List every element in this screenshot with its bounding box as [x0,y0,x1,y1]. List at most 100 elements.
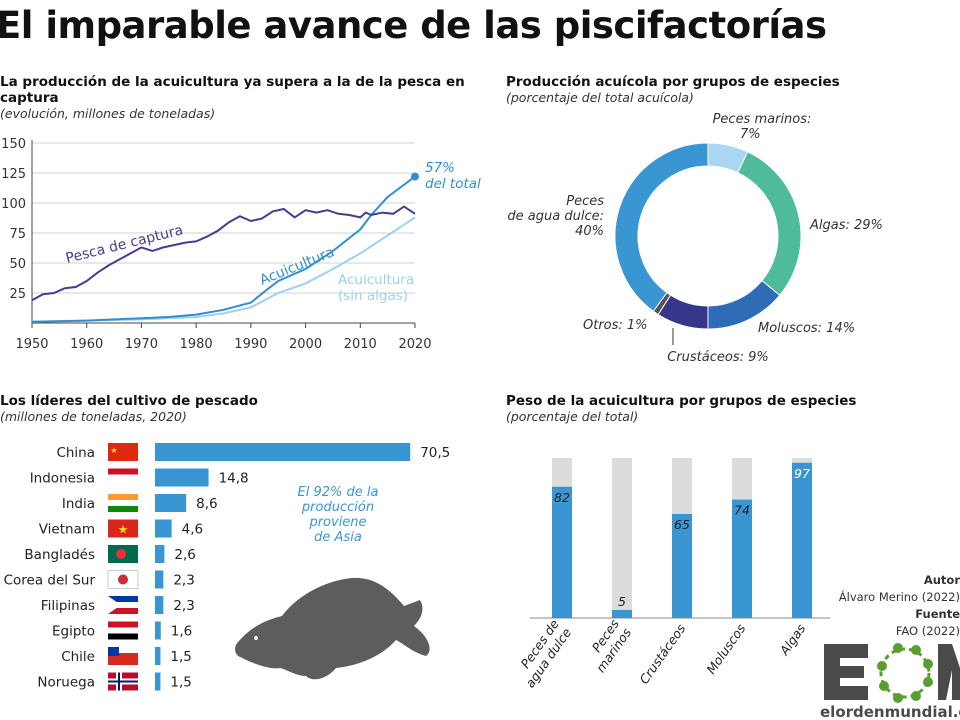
column-chart-title: Peso de la acuicultura por grupos de esp… [506,393,857,409]
bar-value-label: 1,5 [170,675,191,691]
column-background [612,458,632,618]
y-tick-label: 125 [1,167,26,182]
slice-label: de agua dulce: [507,209,604,224]
author-label: Autor [923,573,960,587]
column-category-label: Algas [776,621,809,659]
column-category-label-group: Moluscos [703,621,748,677]
flag-stripe [108,602,138,608]
column-category-label-group: Algas [776,621,809,659]
flag-stripe [108,647,138,653]
flag-stripe [108,519,138,526]
line-chart-subtitle: (evolución, millones de toneladas) [0,106,216,121]
flag-stripe [108,627,138,634]
column-category-label: Moluscos [703,621,748,677]
column-category-label: Crustáceos [636,621,688,687]
line-chart-header: La producción de la acuicultura ya super… [0,74,480,121]
y-tick-label: 50 [9,257,26,272]
series-line-2 [31,216,416,323]
flag-icon [108,621,138,640]
annotation: de Asia [314,530,362,545]
slice-label: Crustáceos: 9% [667,350,769,365]
country-label: Vietnam [39,522,95,538]
bar [155,621,161,640]
flag-stripe [108,474,138,481]
x-tick-label: 1970 [125,337,158,352]
flag-icon [108,596,138,614]
column-category-label-group: Crustáceos [636,621,688,687]
flag-stripe [108,545,138,551]
annotation: del total [425,176,481,192]
column-chart-subtitle: (porcentaje del total) [506,409,639,424]
column-value-label: 65 [674,517,690,532]
column-bar [612,610,632,618]
bar [155,672,161,691]
y-tick-label: 75 [9,227,26,242]
series-label: Acuicultura [258,244,337,288]
bar [155,596,164,614]
bar [155,545,165,563]
flag-icon: ★ [108,443,138,461]
annotation: El 92% de la [298,485,379,500]
column-bar [732,499,752,618]
x-tick-label: 2020 [398,337,431,352]
flag-icon [108,468,138,487]
country-label: India [62,496,95,512]
flag-stripe [108,672,138,679]
donut-chart-subtitle: (porcentaje del total acuícola) [506,90,694,105]
flag-icon [108,545,138,563]
donut-slice [737,151,802,296]
column-chart-header: Peso de la acuicultura por grupos de esp… [506,393,956,424]
fish-eye [254,636,258,640]
country-label: Egipto [52,624,95,640]
annotation: 57% [425,160,455,176]
flag-star: ★ [110,446,117,455]
column-value-label: 97 [794,466,810,481]
bar-value-label: 2,6 [174,547,195,563]
donut-chart-header: Producción acuícola por grupos de especi… [506,74,956,105]
bar [155,570,164,589]
annotation: proviene [308,515,366,530]
flag-icon [108,647,138,665]
country-chart-title: Los líderes del cultivo de pescado [0,393,258,409]
flag-stripe [108,684,138,691]
flag-cross [108,680,138,683]
country-label: Bangladés [24,547,95,563]
credits: Autor Álvaro Merino (2022) Fuente FAO (2… [839,572,960,640]
slice-label: Peces marinos: [713,112,812,127]
source-label: Fuente [915,607,960,621]
x-tick-label: 2010 [344,337,377,352]
series-label: Pesca de captura [64,222,185,267]
bar-value-label: 70,5 [420,445,450,461]
endpoint-marker [411,172,419,181]
bar [155,468,209,487]
flag-emblem [108,647,119,656]
fish-icon [235,577,430,680]
x-tick-label: 1980 [180,337,213,352]
flag-icon: ★ [108,519,138,538]
flag-stripe [108,455,138,461]
donut-chart: Peces marinos:7% Algas: 29% Moluscos: 14% C… [507,112,883,365]
bar [155,519,172,538]
country-bar-chart: China ★ 70,5 Indonesia 14,8 India 8,6 Vietnam ★ 4… [4,443,450,691]
flag-emblem [108,596,121,614]
annotation: producción [301,500,374,515]
flag-stripe [108,582,138,589]
column-bar [792,462,812,618]
flag-stripe [108,570,138,577]
flag-stripe [108,449,138,455]
bar-value-label: 14,8 [219,471,249,487]
eom-logo: elordenmundial.com [820,643,960,720]
slice-label: Peces [566,194,604,209]
series-label: (sin algas) [338,288,408,304]
flag-border [107,570,139,589]
flag-stripe [108,659,138,665]
country-chart-header: Los líderes del cultivo de pescado (mill… [0,393,480,424]
column-value-label: 5 [618,594,626,609]
flag-stripe [108,531,138,538]
x-tick-label: 2000 [289,337,322,352]
flag-emblem [118,574,128,585]
slice-label: Algas: 29% [809,218,883,233]
x-tick-label: 1960 [70,337,103,352]
